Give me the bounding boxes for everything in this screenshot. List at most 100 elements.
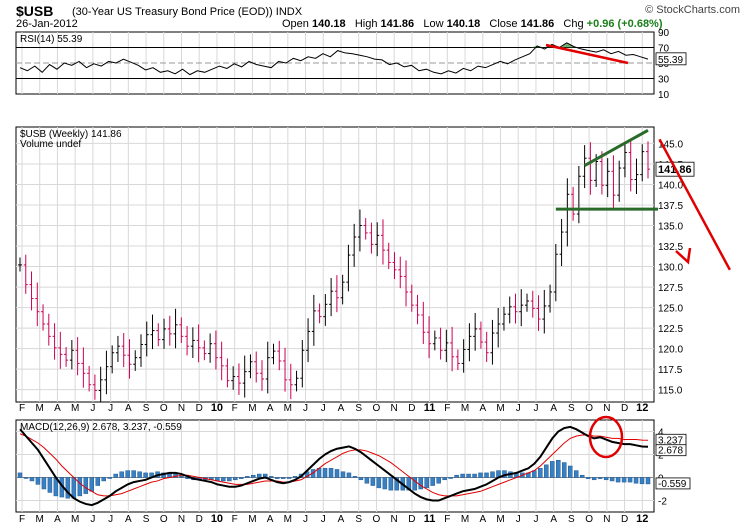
price-y-tick-label: 137.5 (658, 201, 683, 212)
macd-crossover-circle (588, 415, 624, 459)
price-y-tick-label: 132.5 (658, 242, 683, 253)
macd-histogram-bar (35, 477, 41, 485)
rsi-current-value: 55.39 (658, 55, 683, 66)
macd-histogram-bar (256, 473, 262, 478)
macd-x-tick-label: N (178, 514, 185, 525)
open-label: Open (282, 18, 309, 30)
symbol-description-text: (30-Year US Treasury Bond Price (EOD)) (72, 6, 273, 18)
price-x-tick-label: M (71, 403, 79, 414)
macd-x-tick-label: M (71, 514, 79, 525)
macd-x-tick-label: O (160, 514, 168, 525)
macd-histogram-bar (113, 473, 118, 478)
macd-histogram-bar (609, 477, 615, 482)
macd-histogram-bar (125, 470, 130, 478)
high-label: High (354, 18, 378, 30)
down-arrow-shaft (658, 138, 731, 271)
macd-y-tick-label: -2 (658, 497, 667, 508)
macd-y-tick-label: 4 (658, 428, 664, 439)
macd-histogram-bar (227, 477, 232, 482)
price-x-tick-label: M (36, 403, 44, 414)
macd-histogram-bar (436, 477, 441, 484)
macd-x-tick-label: M (36, 514, 44, 525)
price-x-tick-label: O (373, 403, 381, 414)
macd-histogram-bar (280, 477, 286, 479)
macd-x-tick-label: S (355, 514, 362, 525)
chart-date: 26-Jan-2012 (16, 18, 78, 30)
macd-title: MACD(12,26,9) 2.678, 3.237, -0.559 (20, 422, 182, 433)
macd-value: 2.678 (658, 446, 683, 457)
macd-histogram-bar (370, 477, 376, 486)
price-y-tick-label: 145.0 (658, 139, 683, 150)
macd-histogram-bar (418, 477, 423, 490)
macd-x-tick-label: J (321, 514, 326, 525)
low-value: 140.18 (446, 18, 481, 30)
macd-histogram-bar (77, 477, 83, 497)
price-x-tick-label: S (143, 403, 150, 414)
macd-histogram-bar (179, 476, 184, 478)
price-y-tick-label: 122.5 (658, 324, 683, 335)
macd-x-tick-label: M (461, 514, 469, 525)
macd-histogram-bar (562, 462, 567, 478)
macd-histogram-bar (322, 468, 328, 478)
macd-histogram-bar (591, 477, 597, 481)
macd-histogram-bar (274, 477, 280, 479)
macd-histogram-bar (621, 477, 627, 483)
high-value: 141.86 (380, 18, 415, 30)
price-x-tick-label: F (19, 403, 25, 414)
macd-histogram-bar (83, 477, 89, 494)
price-x-tick-label: A (267, 403, 274, 414)
macd-histogram-bar (466, 473, 471, 478)
macd-histogram-bar (286, 477, 292, 479)
macd-histogram-bar (95, 477, 101, 486)
macd-histogram-bar (460, 473, 465, 478)
macd-histogram-bar (382, 477, 388, 490)
price-x-tick-label: J (321, 403, 326, 414)
exchange-label: INDX (275, 6, 303, 18)
macd-signal-value: 3.237 (658, 435, 683, 446)
symbol-description: (30-Year US Treasury Bond Price (EOD)) I… (72, 6, 302, 18)
macd-histogram-bar (131, 470, 136, 478)
price-x-tick-label: N (391, 403, 398, 414)
price-x-tick-label: A (125, 403, 132, 414)
price-x-tick-label: D (408, 403, 415, 414)
rsi-line (19, 42, 649, 76)
macd-histogram-bar (47, 477, 53, 493)
price-y-tick-label: 117.5 (658, 365, 683, 376)
macd-histogram-bar (334, 469, 340, 478)
price-x-tick-label: O (160, 403, 168, 414)
macd-histogram-bar (71, 477, 77, 499)
price-x-tick-label: M (284, 403, 292, 414)
price-y-tick-label: 120.0 (658, 345, 683, 356)
close-value: 141.86 (520, 18, 555, 30)
volume-label: Volume undef (20, 139, 81, 150)
macd-x-tick-label: N (391, 514, 398, 525)
macd-histogram-bar (424, 477, 429, 489)
macd-histogram-bar (597, 477, 603, 479)
macd-histogram-bar (394, 477, 400, 491)
low-label: Low (423, 18, 444, 30)
price-x-tick-label: D (196, 403, 203, 414)
macd-x-tick-label: A (338, 514, 345, 525)
chg-value: +0.96 (+0.68%) (586, 18, 663, 30)
macd-x-tick-label: D (196, 514, 203, 525)
macd-x-tick-label: A (267, 514, 274, 525)
price-x-tick-label: S (355, 403, 362, 414)
price-x-tick-label: N (178, 403, 185, 414)
macd-histogram-bar (544, 464, 549, 478)
macd-histogram-bar (292, 476, 298, 478)
down-arrow-head (675, 247, 692, 265)
macd-x-tick-label: 12 (636, 513, 648, 525)
macd-histogram-bar (23, 477, 29, 479)
macd-x-tick-label: S (568, 514, 575, 525)
macd-histogram-bar (358, 477, 364, 481)
macd-histogram-bar (603, 477, 609, 481)
price-x-tick-label: F (232, 403, 238, 414)
ohlc-readout: Open 140.18 High 141.86 Low 140.18 Close… (282, 18, 663, 30)
price-y-tick-label: 125.0 (658, 304, 683, 315)
price-y-tick-label: 127.5 (658, 283, 683, 294)
macd-histogram-bar (538, 468, 543, 478)
close-label: Close (489, 18, 518, 30)
macd-histogram-bar (137, 471, 142, 478)
open-value: 140.18 (311, 18, 346, 30)
chg-label: Chg (563, 18, 584, 30)
